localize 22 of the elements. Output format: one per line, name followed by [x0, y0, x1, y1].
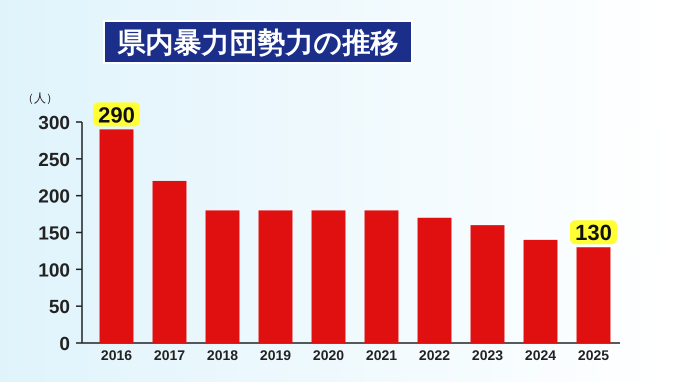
y-tick-label: 250	[38, 150, 70, 171]
chart-title: 県内暴力団勢力の推移	[116, 27, 398, 58]
y-axis-title: （人）	[22, 91, 58, 105]
x-tick-label: 2021	[366, 347, 398, 363]
y-tick-label: 100	[38, 260, 70, 282]
x-tick-label: 2023	[472, 347, 504, 363]
y-tick-label: 150	[38, 224, 70, 244]
y-tick-label: 300	[38, 113, 70, 134]
y-tick-label: 200	[38, 186, 70, 208]
x-tick-label: 2020	[312, 347, 344, 363]
x-tick-label: 2025	[578, 347, 610, 363]
x-tick-label: 2018	[206, 347, 238, 363]
data-label: 130	[575, 220, 612, 246]
x-tick-label: 2024	[524, 347, 556, 363]
x-tick-label: 2016	[100, 347, 132, 363]
title: 県内暴力団勢力の推移	[103, 20, 413, 64]
y-tick-label: 0	[59, 334, 70, 355]
x-tick-label: 2017	[154, 347, 186, 363]
x-tick-label: 2019	[260, 347, 292, 363]
y-tick-label: 50	[48, 297, 70, 318]
data-label: 290	[98, 102, 135, 128]
x-tick-label: 2022	[418, 347, 450, 363]
